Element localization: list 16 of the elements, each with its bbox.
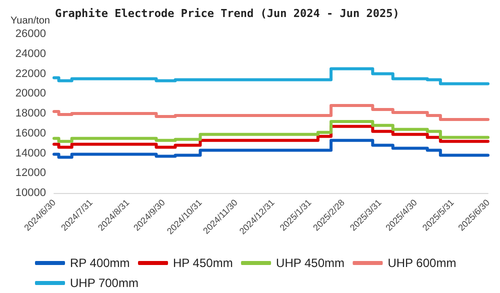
y-tick-label: 26000	[15, 28, 46, 40]
y-tick-label: 18000	[15, 108, 46, 120]
legend-label: RP 400mm	[70, 256, 130, 270]
chart-title: Graphite Electrode Price Trend (Jun 2024 - Jun 2025)	[55, 7, 400, 20]
legend-label: UHP 600mm	[388, 256, 456, 270]
y-tick-label: 16000	[15, 127, 46, 140]
y-tick-label: 24000	[15, 48, 46, 60]
y-tick-label: 22000	[15, 68, 46, 80]
y-tick-label: 12000	[15, 167, 46, 180]
legend-label: UHP 700mm	[70, 276, 138, 290]
y-tick-label: 20000	[15, 88, 46, 100]
legend-label: HP 450mm	[173, 256, 233, 270]
y-axis-title: Yuan/ton	[10, 16, 50, 26]
y-tick-label: 10000	[15, 187, 46, 199]
y-tick-label: 14000	[15, 147, 46, 160]
legend-label: UHP 450mm	[276, 256, 345, 270]
